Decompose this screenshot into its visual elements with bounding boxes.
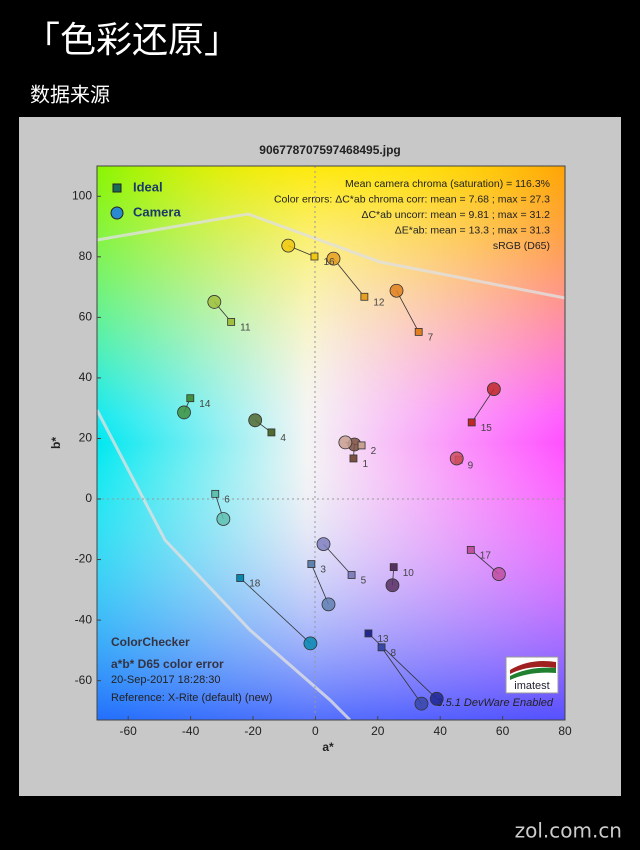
info-text: Reference: X-Rite (default) (new): [111, 692, 272, 704]
ideal-point: [467, 418, 476, 427]
camera-point: [281, 238, 296, 253]
error-line: [310, 563, 329, 605]
stats-text: Mean camera chroma (saturation) = 116.3%: [345, 178, 550, 190]
x-tick-label: -40: [182, 724, 200, 738]
patch-label: 7: [428, 333, 434, 344]
error-line: [323, 543, 352, 576]
ideal-point: [357, 441, 366, 450]
legend-label: Camera: [133, 204, 181, 219]
legend-marker: [112, 183, 122, 193]
camera-point: [429, 691, 444, 706]
patch-label: 14: [199, 399, 211, 410]
y-tick-label: 20: [79, 431, 93, 445]
patch-label: 5: [361, 576, 367, 587]
x-tick-label: 80: [558, 724, 572, 738]
x-tick-label: -60: [120, 724, 138, 738]
camera-point: [326, 251, 341, 266]
camera-point: [389, 283, 404, 298]
camera-point: [385, 578, 400, 593]
ideal-point: [310, 252, 319, 261]
version-text: 3.5.1 DevWare Enabled: [436, 697, 553, 709]
legend-marker: [110, 206, 124, 220]
y-tick-label: 100: [72, 188, 92, 202]
y-tick-label: -60: [75, 673, 93, 687]
ideal-point: [466, 545, 475, 554]
error-line: [396, 290, 420, 333]
camera-point: [207, 295, 222, 309]
patch-label: 1: [362, 459, 368, 470]
error-line: [381, 647, 422, 704]
ideal-point: [377, 643, 386, 652]
info-text: ColorChecker: [111, 635, 190, 649]
ideal-point: [360, 292, 369, 301]
stats-text: Color errors: ΔC*ab chroma corr: mean = …: [274, 193, 550, 205]
x-tick-label: 20: [371, 724, 385, 738]
info-text: a*b* D65 color error: [111, 657, 224, 671]
patch-label: 13: [377, 634, 389, 645]
patch-label: 4: [280, 433, 286, 444]
camera-point: [414, 696, 429, 711]
camera-point: [248, 413, 263, 428]
camera-point: [216, 512, 231, 526]
ideal-point: [236, 574, 245, 582]
logo-icon: [510, 661, 556, 674]
patch-label: 12: [373, 297, 385, 308]
x-tick-label: 60: [496, 724, 510, 738]
ideal-point: [211, 489, 220, 498]
x-tick-label: -20: [244, 724, 262, 738]
camera-point: [321, 597, 336, 612]
stats-text: sRGB (D65): [493, 240, 550, 252]
y-tick-label: -20: [75, 552, 93, 566]
x-tick-label: 0: [312, 724, 319, 738]
ideal-point: [347, 571, 356, 579]
y-axis-label: b*: [49, 437, 63, 449]
patch-label: 3: [320, 565, 326, 576]
x-axis-label: a*: [322, 740, 334, 754]
y-tick-label: 0: [85, 491, 92, 505]
ideal-point: [414, 327, 423, 336]
ideal-point: [389, 563, 398, 572]
x-tick-label: 40: [434, 724, 448, 738]
patch-label: 16: [323, 257, 335, 268]
legend-label: Ideal: [133, 179, 163, 194]
stats-text: ΔE*ab: mean = 13.3 ; max = 31.3: [395, 224, 550, 236]
patch-label: 15: [481, 423, 493, 434]
patch-label: 18: [249, 579, 261, 590]
ideal-point: [267, 428, 276, 437]
stats-text: ΔC*ab uncorr: mean = 9.81 ; max = 31.2: [361, 209, 550, 221]
logo-text: imatest: [514, 680, 549, 692]
patch-label: 6: [224, 494, 230, 505]
y-tick-label: 80: [79, 249, 93, 263]
ideal-point: [307, 560, 316, 568]
patch-label: 11: [240, 323, 251, 334]
patch-label: 17: [480, 551, 492, 562]
ideal-point: [186, 394, 195, 403]
y-tick-label: -40: [75, 612, 93, 626]
page-title: 「色彩还原」: [24, 20, 240, 61]
ideal-point: [364, 629, 373, 638]
camera-point: [338, 435, 353, 450]
patch-label: 8: [391, 648, 397, 659]
error-line: [333, 258, 365, 298]
camera-point: [316, 537, 331, 552]
y-tick-label: 60: [79, 310, 93, 324]
error-line: [239, 577, 311, 644]
watermark: zol.com.cn: [515, 819, 622, 843]
camera-point: [303, 636, 318, 651]
info-text: 20-Sep-2017 18:28:30: [111, 674, 220, 686]
camera-point: [177, 405, 191, 420]
patch-label: 9: [468, 460, 474, 471]
camera-point: [491, 567, 506, 581]
ideal-point: [227, 318, 236, 326]
logo-icon: [510, 667, 556, 680]
patch-label: 10: [403, 568, 415, 579]
ideal-point: [349, 454, 358, 463]
y-tick-label: 40: [79, 370, 93, 384]
camera-point: [486, 382, 501, 397]
page-subtitle: 数据来源: [30, 83, 110, 107]
chart-title: 906778707597468495.jpg: [259, 143, 400, 157]
camera-point: [449, 451, 464, 466]
patch-label: 2: [371, 446, 377, 457]
